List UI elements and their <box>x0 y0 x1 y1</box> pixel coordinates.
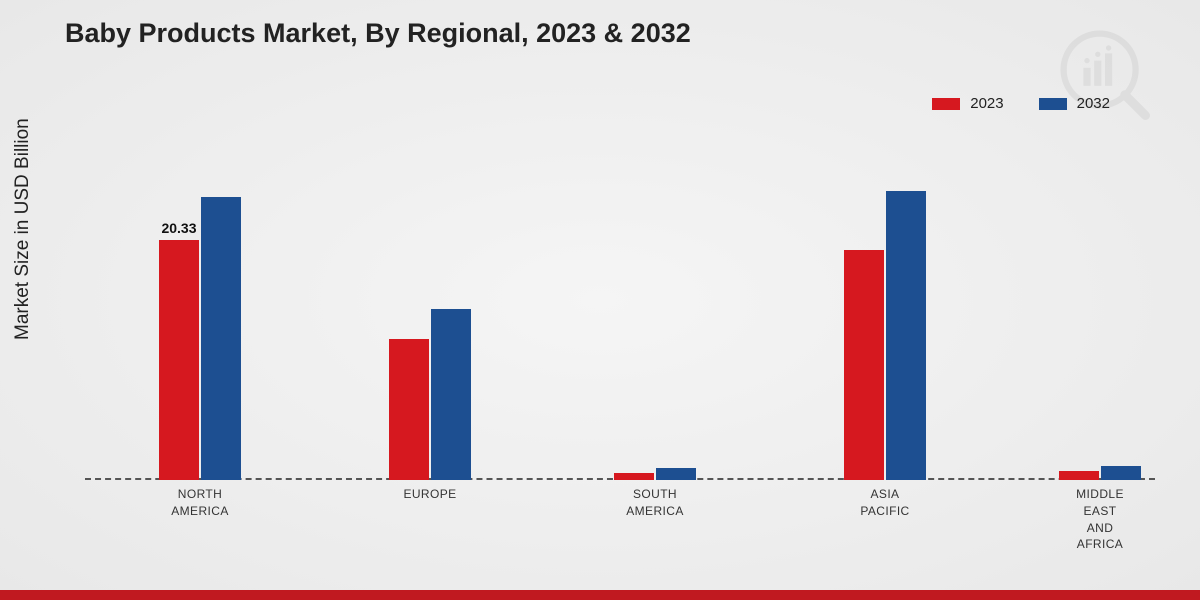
bar-group <box>1059 150 1141 480</box>
x-tick-label: SOUTH AMERICA <box>585 486 725 520</box>
bar-group <box>844 150 926 480</box>
bar-group <box>389 150 471 480</box>
legend-item-2032: 2032 <box>1039 95 1110 112</box>
bar-2023 <box>159 240 199 480</box>
legend-label-2023: 2023 <box>970 95 1003 112</box>
bar-2032 <box>886 191 926 480</box>
chart-title: Baby Products Market, By Regional, 2023 … <box>65 18 691 49</box>
legend: 2023 2032 <box>932 95 1110 112</box>
x-tick-label: NORTH AMERICA <box>130 486 270 520</box>
y-axis-label: Market Size in USD Billion <box>12 118 34 340</box>
bar-2023 <box>614 473 654 480</box>
legend-label-2032: 2032 <box>1077 95 1110 112</box>
x-axis-labels: NORTH AMERICA EUROPE SOUTH AMERICA ASIA PAC… <box>85 486 1155 566</box>
bar-group <box>614 150 696 480</box>
x-tick-label: MIDDLE EAST AND AFRICA <box>1030 486 1170 553</box>
bar-2023 <box>1059 471 1099 480</box>
x-tick-label: EUROPE <box>360 486 500 503</box>
legend-swatch-2032 <box>1039 98 1067 110</box>
bar-2032 <box>1101 466 1141 480</box>
legend-swatch-2023 <box>932 98 960 110</box>
bar-2023 <box>389 339 429 480</box>
bar-group: 20.33 <box>159 150 241 480</box>
bar-2032 <box>656 468 696 480</box>
legend-item-2023: 2023 <box>932 95 1003 112</box>
footer-bar <box>0 590 1200 600</box>
bar-2023 <box>844 250 884 480</box>
plot-area: 20.33 <box>85 150 1155 480</box>
bar-2032 <box>431 309 471 480</box>
x-tick-label: ASIA PACIFIC <box>815 486 955 520</box>
bar-2032 <box>201 197 241 480</box>
bar-value-label: 20.33 <box>149 220 209 236</box>
